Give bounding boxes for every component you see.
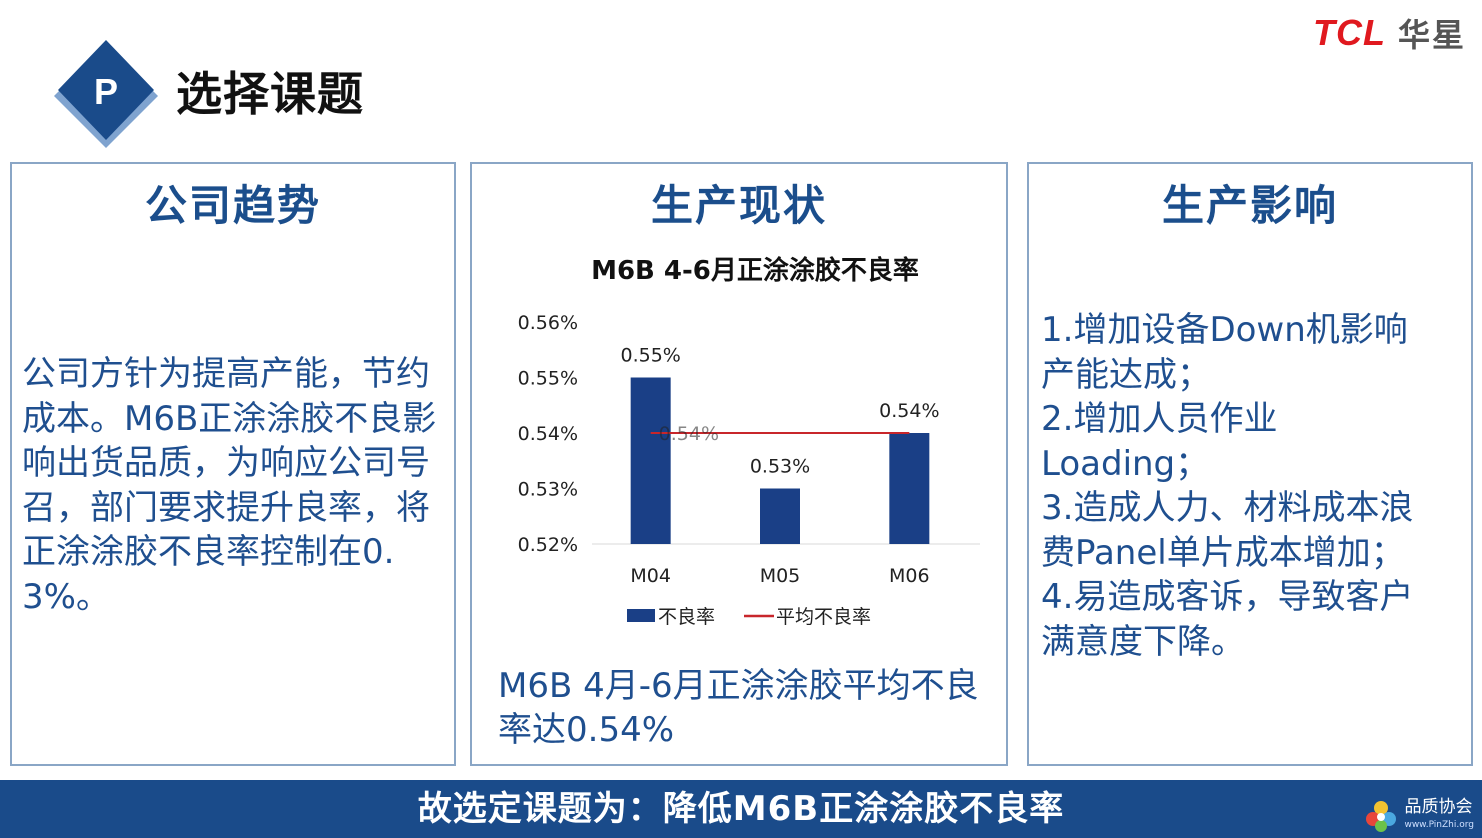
company-logo: TCL 华星 bbox=[1313, 10, 1466, 56]
average-data-label: 0.54% bbox=[659, 423, 719, 445]
impact-line: 产能达成； bbox=[1041, 354, 1211, 395]
watermark-url: www.PinZhi.org bbox=[1404, 820, 1474, 830]
legend-label: 不良率 bbox=[658, 606, 715, 628]
bar-data-label: 0.53% bbox=[750, 456, 810, 478]
logo-cn: 华星 bbox=[1397, 16, 1466, 54]
legend-swatch-bars bbox=[627, 609, 655, 622]
trend-body-text: 公司方针为提高产能，节约成本。M6B正涂涂胶不良影响出货品质，为响应公司号召，部… bbox=[22, 354, 437, 617]
y-tick-label: 0.55% bbox=[518, 368, 578, 390]
x-category-label: M06 bbox=[889, 565, 930, 587]
y-tick-label: 0.53% bbox=[518, 479, 578, 501]
impact-line: 费Panel单片成本增加； bbox=[1041, 532, 1405, 573]
watermark-text: 品质协会 bbox=[1404, 797, 1473, 817]
y-tick-label: 0.56% bbox=[518, 312, 578, 334]
y-tick-label: 0.54% bbox=[518, 423, 578, 445]
conclusion-bar: 故选定课题为：降低M6B正涂涂胶不良率 bbox=[0, 780, 1482, 838]
chart-title: M6B 4-6月正涂涂胶不良率 bbox=[591, 255, 919, 286]
panel-title: 生产现状 bbox=[650, 181, 827, 230]
slide-title: 选择课题 bbox=[176, 67, 364, 121]
y-tick-label: 0.52% bbox=[518, 534, 578, 556]
x-category-label: M05 bbox=[760, 565, 801, 587]
bar bbox=[630, 377, 671, 544]
defect-rate-chart: M6B 4-6月正涂涂胶不良率 0.56% 0.55% 0.54% 0.53% 0.52%… bbox=[518, 255, 980, 628]
impact-line: Loading； bbox=[1041, 443, 1210, 484]
status-summary: M6B 4月-6月正涂涂胶平均不良率达0.54% bbox=[498, 666, 979, 750]
watermark: 品质协会 www.PinZhi.org bbox=[1364, 797, 1474, 835]
bar bbox=[760, 488, 800, 544]
impact-line: 3.造成人力、材料成本浪 bbox=[1041, 488, 1414, 528]
logo-brand: TCL bbox=[1313, 12, 1386, 53]
panel-production-status: 生产现状 M6B 4-6月正涂涂胶不良率 0.56% 0.55% 0.54% 0.53%… bbox=[470, 162, 1008, 766]
x-category-label: M04 bbox=[630, 565, 671, 587]
panel-title: 公司趋势 bbox=[144, 181, 321, 230]
panel-company-trend: 公司趋势 公司方针为提高产能，节约成本。M6B正涂涂胶不良影响出货品质，为响应公… bbox=[10, 162, 456, 766]
p-badge-icon: P bbox=[54, 40, 158, 148]
bar-data-label: 0.55% bbox=[620, 345, 680, 367]
panel-title: 生产影响 bbox=[1161, 181, 1338, 230]
impact-line: 1.增加设备Down机影响 bbox=[1041, 310, 1408, 350]
bar-data-label: 0.54% bbox=[879, 400, 939, 422]
bar bbox=[889, 433, 930, 544]
panel-production-impact: 生产影响 1.增加设备Down机影响 产能达成； 2.增加人员作业 Loadin… bbox=[1027, 162, 1473, 766]
impact-line: 4.易造成客诉，导致客户 bbox=[1041, 577, 1414, 617]
impact-line: 满意度下降。 bbox=[1041, 621, 1245, 662]
impact-list: 1.增加设备Down机影响 产能达成； 2.增加人员作业 Loading； 3.… bbox=[1041, 308, 1461, 664]
watermark-flower-icon bbox=[1366, 801, 1397, 832]
legend-label: 平均不良率 bbox=[776, 606, 871, 628]
impact-line: 2.增加人员作业 bbox=[1041, 399, 1278, 439]
badge-letter: P bbox=[94, 71, 118, 112]
